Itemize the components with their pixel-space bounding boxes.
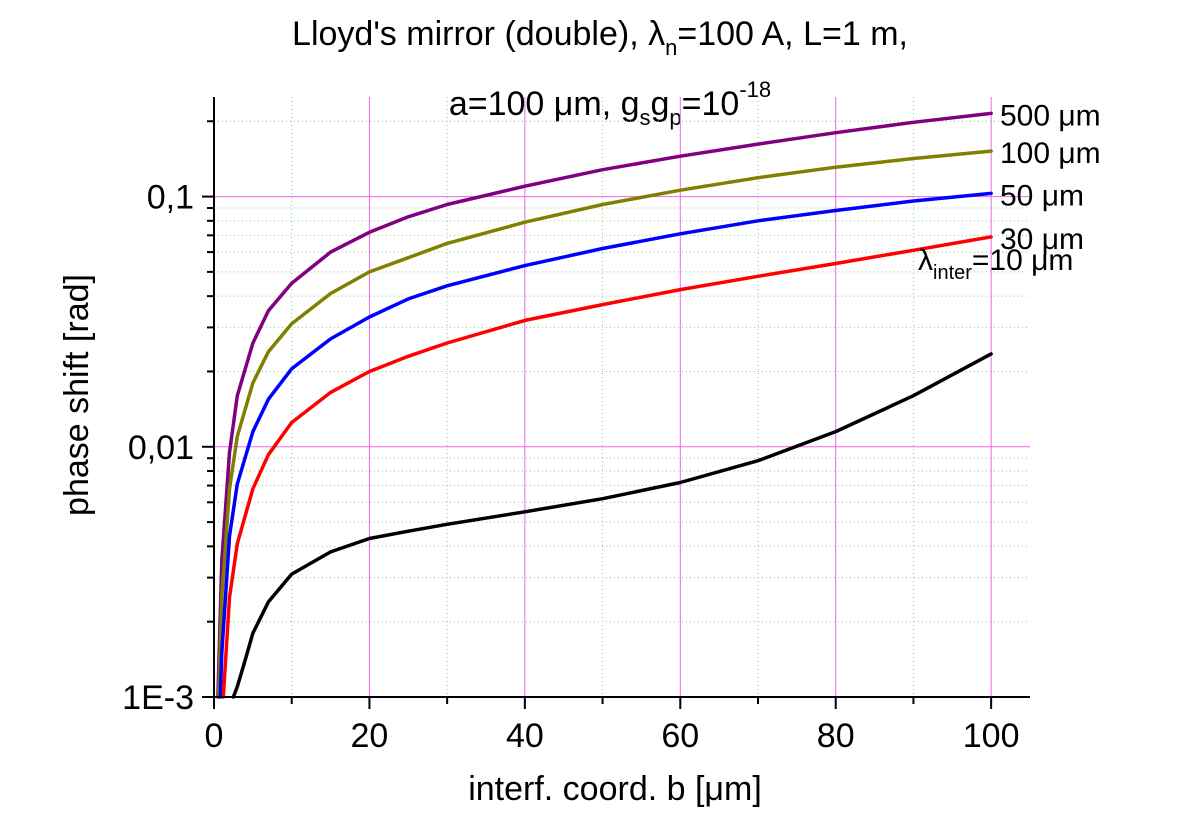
series-line-0 <box>216 111 993 699</box>
x-tick-label: 20 <box>351 717 389 755</box>
x-tick-label: 60 <box>661 717 699 755</box>
series-line-3 <box>221 235 993 699</box>
series-label-2: 50 μm <box>1000 179 1084 212</box>
x-tick-label: 100 <box>963 717 1020 755</box>
y-tick-label: 0,1 <box>147 179 194 217</box>
x-axis-label: interf. coord. b [μm] <box>468 770 762 808</box>
x-tick-label: 40 <box>506 717 544 755</box>
series-label-0: 500 μm <box>1000 99 1101 132</box>
y-tick-label: 1E-3 <box>122 679 194 717</box>
ticks: 0 20 40 60 80 100 1E-3 0,01 0,1 <box>122 120 1020 755</box>
x-tick-label: 80 <box>817 717 855 755</box>
series-label-1: 100 μm <box>1000 137 1101 170</box>
series-label-4: λinter=10 μm <box>918 244 1073 284</box>
series-line-4 <box>231 352 993 699</box>
series-line-1 <box>216 149 993 699</box>
series-line-2 <box>218 191 993 699</box>
chart-title-line1: Lloyd's mirror (double), λn=100 A, L=1 m… <box>292 15 908 60</box>
series-group <box>216 111 993 699</box>
major-grid <box>214 97 1030 697</box>
x-tick-label: 0 <box>205 717 224 755</box>
series-label-3: 30 μm <box>1000 223 1084 256</box>
y-tick-label: 0,01 <box>128 429 194 467</box>
minor-grid <box>214 97 1030 697</box>
y-axis-label: phase shift [rad] <box>58 274 96 516</box>
chart-title-line2: a=100 μm, gsgp=10-18 <box>449 77 771 130</box>
